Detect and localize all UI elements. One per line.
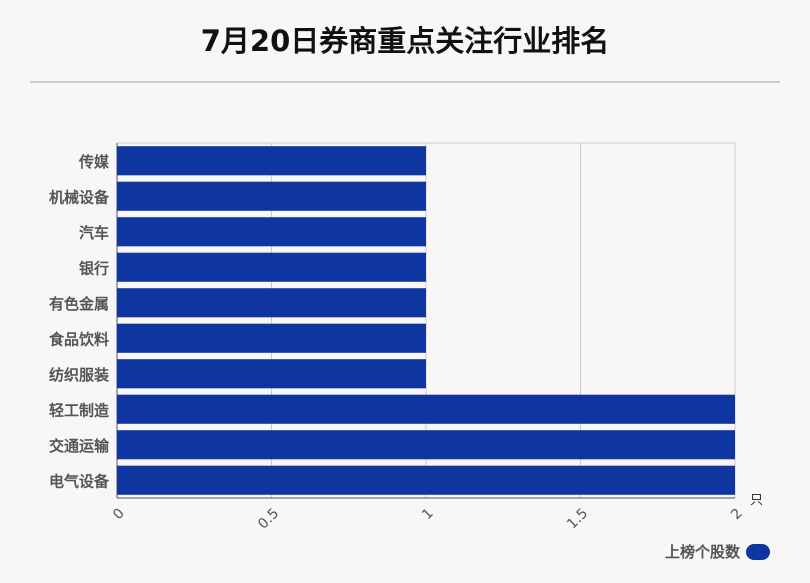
category-label-2: 汽车 <box>79 224 109 242</box>
bar-1 <box>117 181 426 211</box>
x-tick-label-1: 0.5 <box>255 505 282 532</box>
x-unit-label: 只 <box>750 493 763 508</box>
chart-title: 7月20日券商重点关注行业排名 <box>200 24 610 58</box>
category-label-9: 电气设备 <box>49 472 110 490</box>
x-tick-label-4: 2 <box>728 505 746 523</box>
legend-label: 上榜个股数 <box>664 543 740 561</box>
category-label-8: 交通运输 <box>49 437 110 455</box>
legend-swatch[interactable] <box>746 543 770 560</box>
bar-7 <box>117 394 735 424</box>
bar-0 <box>117 146 426 176</box>
x-tick-label-3: 1.5 <box>564 505 591 532</box>
bar-6 <box>117 359 426 389</box>
category-label-6: 纺织服装 <box>49 366 110 384</box>
category-label-5: 食品饮料 <box>49 330 109 348</box>
bar-8 <box>117 430 735 460</box>
bar-2 <box>117 217 426 247</box>
legend: 上榜个股数 <box>665 541 770 562</box>
category-label-1: 机械设备 <box>49 188 110 206</box>
category-label-0: 传媒 <box>78 153 110 171</box>
bar-5 <box>117 323 426 353</box>
bar-9 <box>117 465 735 495</box>
bar-4 <box>117 288 426 318</box>
bar-3 <box>117 252 426 282</box>
category-label-7: 轻工制造 <box>49 401 109 419</box>
category-label-4: 有色金属 <box>49 295 109 313</box>
x-tick-label-0: 0 <box>110 505 128 523</box>
category-label-3: 银行 <box>79 259 109 277</box>
title-divider <box>30 81 780 83</box>
x-tick-label-2: 1 <box>419 505 437 523</box>
